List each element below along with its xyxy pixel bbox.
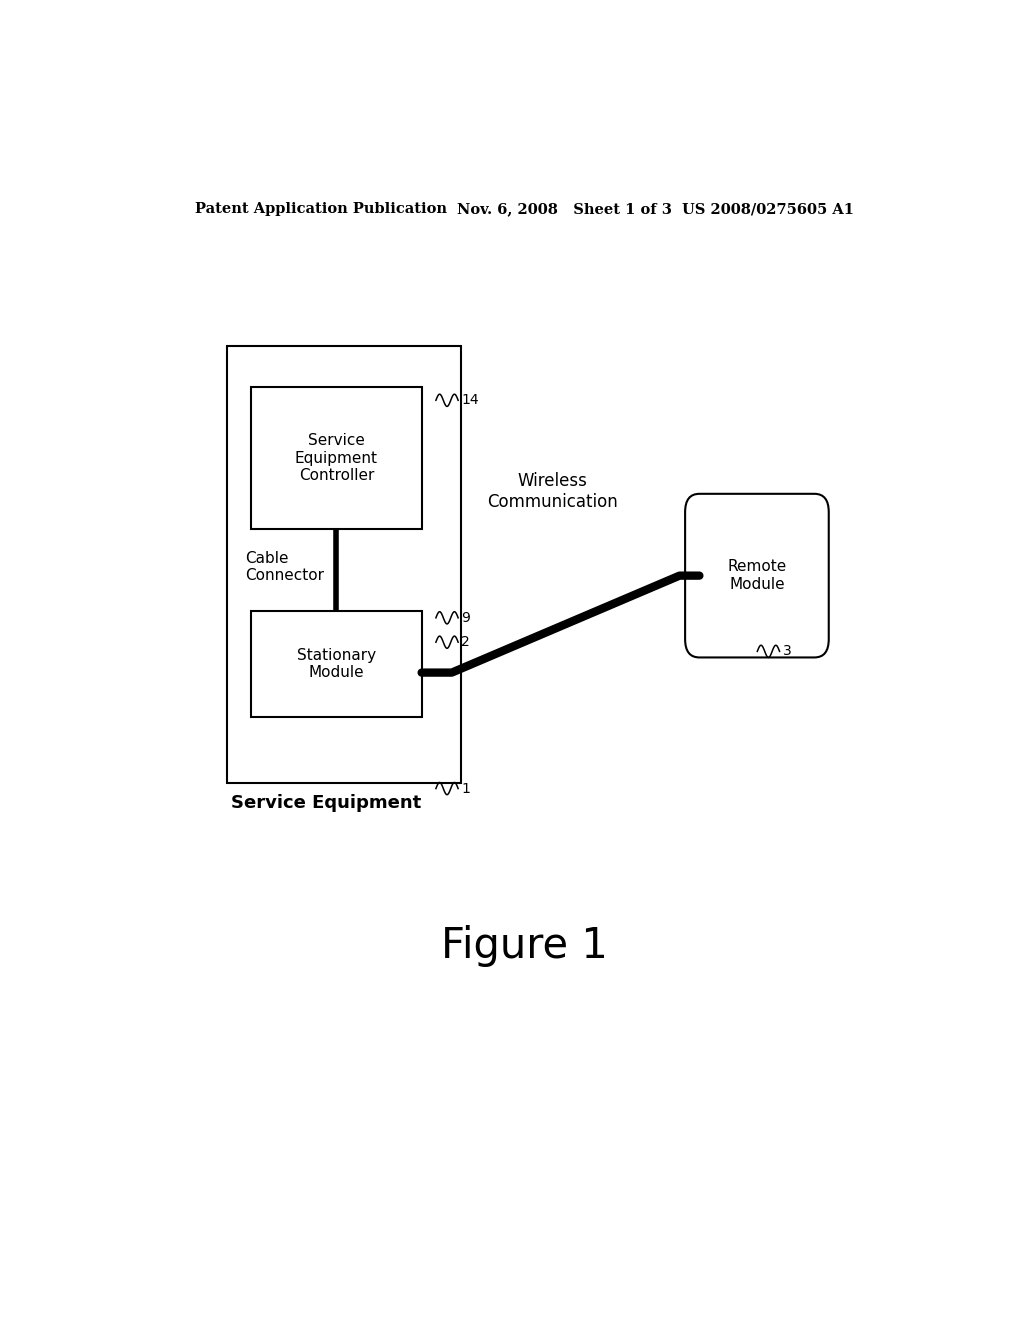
Text: Cable
Connector: Cable Connector [246, 550, 325, 583]
Bar [227, 346, 461, 784]
Text: Figure 1: Figure 1 [441, 925, 608, 968]
Text: US 2008/0275605 A1: US 2008/0275605 A1 [682, 202, 854, 216]
Text: 1: 1 [462, 781, 470, 796]
Text: 2: 2 [462, 635, 470, 649]
Text: Patent Application Publication: Patent Application Publication [196, 202, 447, 216]
Text: Service
Equipment
Controller: Service Equipment Controller [295, 433, 378, 483]
Text: Nov. 6, 2008   Sheet 1 of 3: Nov. 6, 2008 Sheet 1 of 3 [458, 202, 672, 216]
Text: Wireless
Communication: Wireless Communication [487, 473, 617, 511]
Text: Service Equipment: Service Equipment [231, 793, 422, 812]
Bar [251, 611, 422, 718]
Text: Stationary
Module: Stationary Module [297, 648, 376, 680]
Bar [251, 387, 422, 529]
Text: 14: 14 [462, 393, 479, 408]
FancyBboxPatch shape [685, 494, 828, 657]
Text: 3: 3 [782, 644, 792, 659]
Text: Remote
Module: Remote Module [727, 560, 786, 591]
Text: 9: 9 [462, 611, 470, 624]
